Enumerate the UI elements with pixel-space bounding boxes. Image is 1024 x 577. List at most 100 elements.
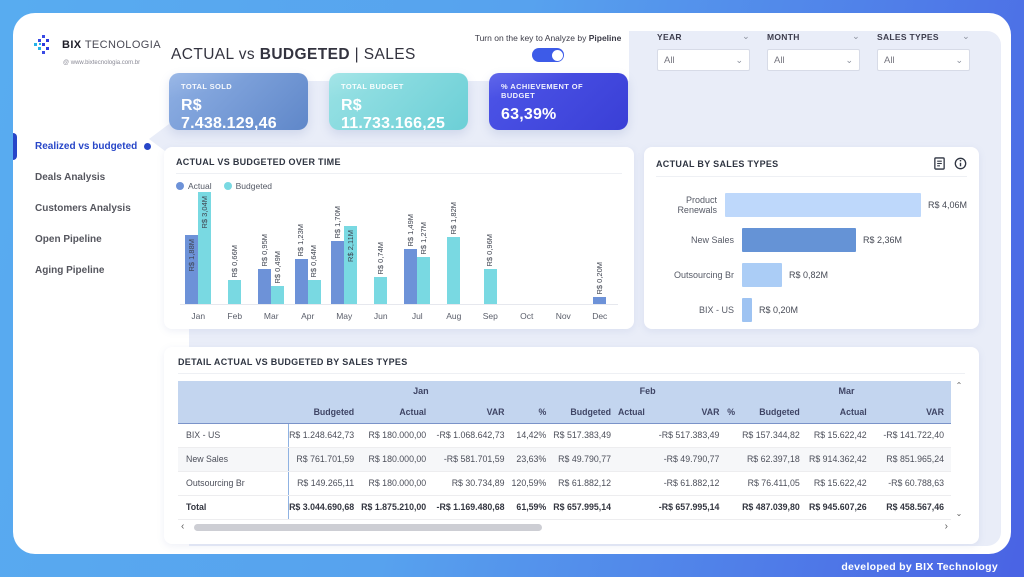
cell bbox=[617, 471, 652, 496]
bar-budgeted-jan[interactable]: R$ 3,04M bbox=[198, 192, 212, 304]
filter-label: YEAR ⌄ bbox=[657, 31, 750, 42]
bar-actual-jul[interactable]: R$ 1,49M bbox=[404, 214, 418, 304]
cell: R$ 945.607,26 bbox=[806, 494, 874, 520]
table-row-outsourcing-br[interactable]: Outsourcing Br R$ 149.265,11 R$ 180.000,00… bbox=[178, 471, 951, 496]
bar-value-label: R$ 0,66M bbox=[229, 245, 239, 278]
bar-budgeted-jul[interactable]: R$ 1,27M bbox=[417, 222, 431, 304]
toggle-knob bbox=[551, 49, 563, 61]
filter-value: All bbox=[774, 54, 785, 66]
bar-value-label: R$ 4,06M bbox=[927, 199, 967, 210]
filter-dropdown-year[interactable]: All ⌄ bbox=[657, 49, 750, 71]
cell: R$ 49.790,77 bbox=[553, 447, 618, 472]
bar-actual-jan[interactable]: R$ 1,88M bbox=[185, 235, 199, 304]
kpi-value: 63,39% bbox=[501, 106, 557, 123]
bar-budgeted-apr[interactable]: R$ 0,64M bbox=[307, 245, 321, 304]
time-chart-group-jun: R$ 0,74M Jun bbox=[362, 193, 399, 321]
bars-jun: R$ 0,74M bbox=[362, 193, 399, 305]
bar-budgeted-feb[interactable]: R$ 0,66M bbox=[228, 245, 242, 304]
pipeline-toggle-group: Turn on the key to Analyze by Pipeline bbox=[453, 33, 643, 62]
sidebar-item-deals-analysis[interactable]: Deals Analysis bbox=[35, 162, 165, 193]
table-vertical-scrollbar[interactable]: ⌃ ⌄ bbox=[953, 381, 965, 518]
page-title: ACTUAL vs BUDGETED | SALES bbox=[171, 46, 416, 63]
scroll-right-arrow-icon[interactable]: › bbox=[944, 521, 948, 532]
cell: 120,59% bbox=[511, 471, 554, 496]
time-chart-title: ACTUAL VS BUDGETED OVER TIME bbox=[176, 157, 341, 167]
chevron-down-icon[interactable]: ⌄ bbox=[962, 31, 970, 41]
bar-actual-mar[interactable]: R$ 0,95M bbox=[258, 234, 272, 304]
bar-product-renewals[interactable] bbox=[724, 192, 921, 217]
brand-name: BIX TECNOLOGIA bbox=[62, 39, 161, 51]
brand-url: @ www.bixtecnologia.com.br bbox=[63, 60, 141, 66]
bar-budgeted-aug[interactable]: R$ 1,82M bbox=[447, 202, 461, 304]
cell: R$ 458.567,46 bbox=[873, 494, 951, 520]
sales-type-label: Product Renewals bbox=[677, 194, 717, 215]
scroll-left-arrow-icon[interactable]: ‹ bbox=[181, 521, 185, 532]
col-header-mar-var: VAR bbox=[873, 401, 951, 424]
table-horizontal-scrollbar[interactable]: ‹ › bbox=[178, 520, 951, 534]
horizontal-scroll-thumb[interactable] bbox=[194, 523, 542, 531]
time-chart-group-nov: Nov bbox=[545, 193, 582, 321]
month-group-mar: Mar bbox=[742, 381, 951, 401]
chevron-down-icon[interactable]: ⌄ bbox=[742, 31, 750, 41]
sidebar-item-label: Open Pipeline bbox=[35, 234, 102, 245]
bar-bix-us[interactable] bbox=[742, 297, 752, 322]
pipeline-toggle[interactable] bbox=[532, 48, 564, 62]
bar-budgeted-sep[interactable]: R$ 0,96M bbox=[483, 234, 497, 304]
info-icon[interactable] bbox=[954, 157, 967, 170]
time-chart-group-mar: R$ 0,95M R$ 0,49M Mar bbox=[253, 193, 290, 321]
cell bbox=[726, 447, 743, 472]
bar-actual-may[interactable]: R$ 1,70M bbox=[331, 206, 345, 304]
col-header-jan-var: VAR bbox=[433, 401, 512, 424]
table-row-new-sales[interactable]: New Sales R$ 761.701,59 R$ 180.000,00 -R$ 5… bbox=[178, 447, 951, 472]
kpi-card-total-budget: TOTAL BUDGET R$ 11.733.166,25 bbox=[329, 73, 468, 130]
chevron-down-icon[interactable]: ⌄ bbox=[852, 31, 860, 41]
bar-new-sales[interactable] bbox=[742, 227, 856, 252]
sidebar-item-open-pipeline[interactable]: Open Pipeline bbox=[35, 224, 165, 255]
time-chart-group-jul: R$ 1,49M R$ 1,27M Jul bbox=[399, 193, 436, 321]
sidebar-item-customers-analysis[interactable]: Customers Analysis bbox=[35, 193, 165, 224]
table-row-total[interactable]: Total R$ 3.044.690,68 R$ 1.875.210,00 -R$ 1… bbox=[178, 494, 951, 520]
sales-type-label: New Sales bbox=[690, 234, 734, 245]
cell: R$ 15.622,42 bbox=[806, 423, 874, 448]
cell: R$ 62.397,18 bbox=[742, 447, 807, 472]
time-chart-group-oct: Oct bbox=[508, 193, 545, 321]
bar-value-label: R$ 0,20M bbox=[759, 304, 799, 315]
scroll-down-arrow-icon[interactable]: ⌄ bbox=[955, 508, 963, 518]
time-chart-group-feb: R$ 0,66M Feb bbox=[216, 193, 253, 321]
bar-value-label: R$ 0,82M bbox=[789, 269, 829, 280]
bar-value-label: R$ 0,64M bbox=[309, 245, 319, 278]
filter-dropdown-month[interactable]: All ⌄ bbox=[767, 49, 860, 71]
bar-value-label: R$ 2,36M bbox=[863, 234, 903, 245]
cell: -R$ 61.882,12 bbox=[651, 471, 727, 496]
filter-year: YEAR ⌄ All ⌄ bbox=[657, 31, 750, 71]
legend-actual[interactable]: Actual bbox=[176, 181, 212, 191]
bar-outsourcing-br[interactable] bbox=[742, 262, 782, 287]
cell bbox=[617, 494, 652, 520]
table-row-bix-us[interactable]: BIX - US R$ 1.248.642,73 R$ 180.000,00 -R$ … bbox=[178, 423, 951, 448]
bar-value-label: R$ 1,27M bbox=[418, 222, 428, 255]
sidebar-item-realized-vs-budgeted[interactable]: Realized vs budgeted bbox=[35, 131, 165, 162]
month-group-jan: Jan bbox=[288, 381, 554, 401]
bar-budgeted-jun[interactable]: R$ 0,74M bbox=[374, 242, 388, 304]
filter-sales-types: SALES TYPES ⌄ All ⌄ bbox=[877, 31, 970, 71]
chevron-down-icon: ⌄ bbox=[845, 54, 853, 65]
scroll-up-arrow-icon[interactable]: ⌃ bbox=[955, 381, 963, 390]
report-icon[interactable] bbox=[933, 157, 946, 170]
sales-type-row-bix-us: BIX - US R$ 0,20M bbox=[656, 292, 967, 327]
dashboard-card: BIX TECNOLOGIA @ www.bixtecnologia.com.b… bbox=[13, 13, 1011, 554]
filter-dropdown-sales-types[interactable]: All ⌄ bbox=[877, 49, 970, 71]
bar-budgeted-mar[interactable]: R$ 0,49M bbox=[271, 251, 285, 304]
col-header-feb-var: VAR bbox=[651, 401, 727, 424]
bars-apr: R$ 1,23M R$ 0,64M bbox=[289, 193, 326, 305]
legend-budgeted[interactable]: Budgeted bbox=[223, 181, 272, 191]
bar-actual-dec[interactable]: R$ 0,20M bbox=[593, 262, 607, 304]
bar-actual-apr[interactable]: R$ 1,23M bbox=[294, 224, 308, 304]
sidebar-item-aging-pipeline[interactable]: Aging Pipeline bbox=[35, 255, 165, 286]
cell: -R$ 517.383,49 bbox=[651, 423, 727, 448]
bar-budgeted-may[interactable]: R$ 2,11M bbox=[344, 226, 358, 304]
cell: R$ 1.248.642,73 bbox=[288, 423, 362, 448]
sales-type-label: Outsourcing Br bbox=[673, 269, 734, 280]
detail-table-viewport[interactable]: Jan Feb Mar Budgeted Actual VAR% Budgeted Actua… bbox=[178, 381, 951, 520]
cell: R$ 180.000,00 bbox=[361, 447, 434, 472]
cell: -R$ 1.169.480,68 bbox=[433, 494, 512, 520]
